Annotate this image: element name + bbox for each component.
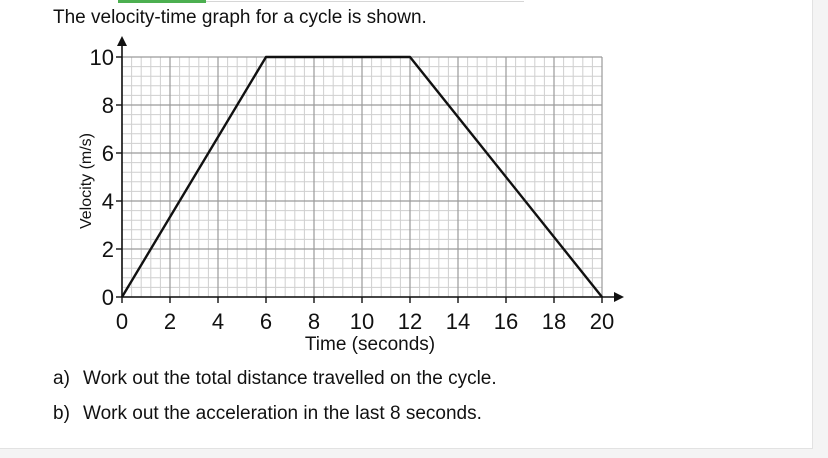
question-card: The velocity-time graph for a cycle is s… bbox=[0, 0, 813, 449]
x-tick-label: 20 bbox=[590, 309, 614, 334]
x-tick-label: 10 bbox=[350, 309, 374, 334]
part-a-label: a) bbox=[53, 368, 70, 389]
ticks: 0 2 4 6 8 10 12 14 16 18 20 0 2 4 6 8 10 bbox=[90, 45, 615, 334]
x-axis-arrow-icon bbox=[614, 292, 624, 302]
x-tick-label: 16 bbox=[494, 309, 518, 334]
x-tick-label: 2 bbox=[164, 309, 176, 334]
y-tick-label: 6 bbox=[102, 141, 114, 166]
y-tick-label: 0 bbox=[102, 285, 114, 310]
part-a-text: Work out the total distance travelled on… bbox=[83, 368, 497, 389]
question-part-a: a) Work out the total distance travelled … bbox=[53, 368, 497, 390]
y-tick-label: 8 bbox=[102, 93, 114, 118]
x-axis-label: Time (seconds) bbox=[305, 334, 435, 355]
series-line bbox=[120, 55, 603, 298]
grid-major bbox=[121, 56, 603, 298]
part-b-label: b) bbox=[53, 403, 70, 424]
x-tick-label: 8 bbox=[308, 309, 320, 334]
x-tick-label: 4 bbox=[212, 309, 224, 334]
y-axis-label: Velocity (m/s) bbox=[78, 133, 95, 229]
y-axis-arrow-icon bbox=[117, 36, 127, 46]
axes bbox=[117, 36, 624, 302]
y-tick-label: 4 bbox=[102, 189, 114, 214]
question-part-b: b) Work out the acceleration in the last … bbox=[53, 403, 482, 425]
x-tick-label: 18 bbox=[542, 309, 566, 334]
y-tick-label: 2 bbox=[102, 237, 114, 262]
y-tick-label: 10 bbox=[90, 45, 114, 70]
x-tick-label: 12 bbox=[398, 309, 422, 334]
part-b-text: Work out the acceleration in the last 8 … bbox=[83, 403, 482, 424]
x-tick-label: 0 bbox=[116, 309, 128, 334]
x-tick-label: 6 bbox=[260, 309, 272, 334]
top-accent-bar bbox=[118, 0, 206, 3]
x-tick-label: 14 bbox=[446, 309, 470, 334]
top-divider bbox=[206, 1, 524, 2]
question-intro: The velocity-time graph for a cycle is s… bbox=[53, 7, 427, 28]
